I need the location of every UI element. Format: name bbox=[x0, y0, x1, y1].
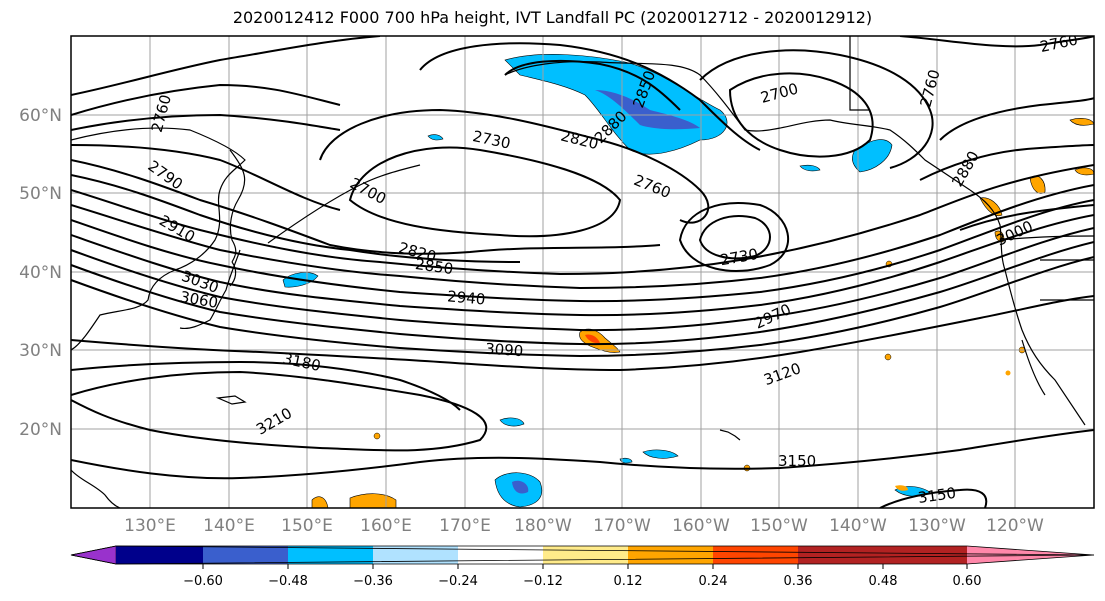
colorbar-segment-9 bbox=[798, 546, 883, 564]
negative-anomaly-small-1 bbox=[499, 417, 525, 427]
negative-anomaly-small-2 bbox=[642, 449, 679, 459]
lon-label: 140°E bbox=[203, 516, 255, 536]
na-west-coast bbox=[969, 189, 1086, 426]
colorbar-segment-4 bbox=[373, 546, 458, 564]
lon-label: 170°E bbox=[439, 516, 491, 536]
colorbar-ticks bbox=[202, 564, 968, 569]
hawaii bbox=[719, 429, 741, 441]
lon-label: 150°W bbox=[750, 516, 808, 536]
ivt-shading bbox=[282, 54, 1094, 508]
positive-anomaly-ne bbox=[1069, 118, 1094, 126]
positive-anomaly-ne-2 bbox=[1074, 167, 1094, 176]
lon-label: 130°E bbox=[124, 516, 176, 536]
map-frame bbox=[70, 35, 1095, 509]
colorbar: −0.60 −0.48 −0.36 −0.24 −0.12 0.12 0.24 … bbox=[70, 545, 1095, 589]
lon-label: 140°W bbox=[829, 516, 887, 536]
colorbar-tick-label: −0.60 bbox=[183, 574, 223, 589]
negative-anomaly-alaska bbox=[851, 139, 893, 173]
positive-anomaly-south-3 bbox=[895, 485, 908, 491]
negative-anomaly-small-3 bbox=[427, 134, 444, 141]
islands-sw bbox=[71, 469, 121, 508]
lat-label-20n: 20°N bbox=[19, 420, 62, 440]
lon-label: 130°W bbox=[908, 516, 966, 536]
asia-coast bbox=[71, 127, 246, 351]
lon-label: 160°E bbox=[360, 516, 412, 536]
contour-label: 2940 bbox=[446, 287, 486, 308]
lon-label: 160°W bbox=[672, 516, 730, 536]
contour-label: 3090 bbox=[485, 340, 524, 361]
lon-label: 120°W bbox=[986, 516, 1044, 536]
na-border-1 bbox=[849, 36, 870, 111]
height-contours bbox=[71, 36, 1094, 508]
colorbar-segment-11 bbox=[967, 546, 1094, 564]
map-title: 2020012412 F000 700 hPa height, IVT Land… bbox=[232, 8, 873, 27]
baja bbox=[1021, 339, 1046, 396]
lat-label-50n: 50°N bbox=[19, 184, 62, 204]
longitude-labels: 130°E 140°E 150°E 160°E 170°E 180°W 170°… bbox=[124, 516, 1044, 536]
negative-anomaly-south-core bbox=[512, 480, 529, 494]
lon-label: 150°E bbox=[281, 516, 333, 536]
contour-label: 3150 bbox=[917, 484, 957, 507]
colorbar-tick-label: 0.12 bbox=[614, 574, 643, 589]
negative-anomaly-small-5 bbox=[799, 164, 821, 172]
colorbar-segment-7 bbox=[628, 546, 713, 564]
japan bbox=[179, 249, 241, 330]
colorbar-segment-2 bbox=[203, 546, 288, 564]
colorbar-segment-1 bbox=[116, 546, 203, 564]
colorbar-tick-label: 0.36 bbox=[784, 574, 813, 589]
colorbar-segment-0 bbox=[70, 545, 117, 565]
colorbar-tick-label: −0.12 bbox=[523, 574, 563, 589]
islands-south bbox=[215, 395, 247, 405]
positive-anomaly-central-core bbox=[585, 334, 600, 344]
colorbar-tick-label: 0.60 bbox=[953, 574, 982, 589]
lon-label: 180°W bbox=[514, 516, 572, 536]
lat-label-60n: 60°N bbox=[19, 106, 62, 126]
negative-anomaly-bering-core bbox=[595, 90, 700, 130]
positive-anomaly-south-2 bbox=[311, 496, 329, 508]
colorbar-segment-6 bbox=[543, 546, 628, 564]
colorbar-segment-3 bbox=[288, 546, 373, 564]
latitude-labels: 60°N 50°N 40°N 30°N 20°N bbox=[19, 106, 62, 440]
positive-anomaly-south-1 bbox=[349, 493, 397, 508]
colorbar-tick-label: −0.48 bbox=[268, 574, 308, 589]
lon-label: 170°W bbox=[593, 516, 651, 536]
colorbar-segment-5 bbox=[458, 546, 543, 564]
lat-label-40n: 40°N bbox=[19, 263, 62, 283]
colorbar-segment-8 bbox=[713, 546, 798, 564]
colorbar-segment-10 bbox=[883, 546, 967, 564]
colorbar-tick-label: 0.24 bbox=[699, 574, 728, 589]
colorbar-tick-label: −0.24 bbox=[438, 574, 478, 589]
colorbar-tick-label: 0.48 bbox=[869, 574, 898, 589]
contour-label: 3150 bbox=[778, 452, 816, 470]
lat-label-30n: 30°N bbox=[19, 341, 62, 361]
contour-label: 2850 bbox=[414, 255, 454, 278]
colorbar-tick-label: −0.36 bbox=[353, 574, 393, 589]
